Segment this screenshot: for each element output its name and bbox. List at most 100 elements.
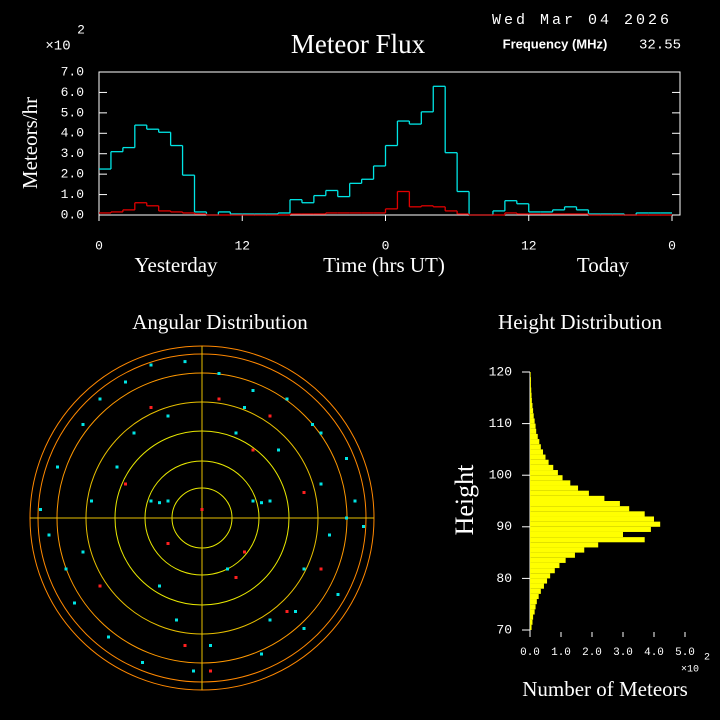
y-tick-label: 70 — [496, 622, 512, 637]
height-bar — [530, 537, 645, 543]
meteor-point — [209, 669, 212, 673]
height-bar — [530, 485, 579, 491]
height-bar — [530, 480, 571, 486]
height-bar — [530, 413, 534, 419]
x-annotation: Yesterday — [134, 253, 218, 277]
y-tick-label: 1.0 — [61, 187, 84, 202]
meteor-point — [124, 380, 127, 384]
meteor-point — [319, 567, 323, 571]
polar-rings — [29, 345, 375, 691]
x-tick-label: 4.0 — [644, 647, 664, 659]
meteor-point — [268, 618, 272, 622]
height-bar — [530, 578, 548, 584]
x-tick-label: 0.0 — [520, 647, 540, 659]
meteor-point — [175, 618, 178, 622]
meteor-point — [56, 465, 59, 469]
meteor-point — [39, 508, 42, 511]
height-bar — [530, 372, 531, 378]
height-bar — [530, 624, 532, 630]
meteor-point — [81, 550, 85, 554]
meteor-point — [251, 448, 255, 452]
meteor-point — [251, 389, 255, 392]
height-bar — [530, 387, 532, 393]
height-bar — [530, 516, 654, 522]
x-tick-label: 3.0 — [613, 647, 633, 659]
meteor-point — [319, 431, 323, 435]
height-bar — [530, 408, 534, 414]
height-bar — [530, 547, 585, 553]
height-bar — [530, 377, 531, 383]
meteor-point — [149, 363, 153, 367]
meteor-point — [217, 397, 221, 401]
x-multiplier: ×10 — [681, 665, 699, 676]
meteor-point — [251, 499, 255, 503]
x-tick-label: 1.0 — [551, 647, 571, 659]
frequency-value: 32.55 — [639, 38, 681, 54]
meteor-point — [73, 601, 76, 605]
x-tick-label: 5.0 — [675, 647, 695, 659]
x-tick-label: 0 — [95, 238, 103, 253]
meteor-point — [277, 448, 280, 452]
meteor-point — [166, 542, 170, 545]
height-bar — [530, 475, 563, 481]
meteor-point — [285, 610, 289, 613]
meteor-point — [226, 567, 229, 571]
height-bar — [530, 433, 538, 440]
height-bar — [530, 521, 661, 527]
y-tick-label: 7.0 — [61, 64, 84, 79]
height-bar — [530, 444, 541, 450]
x-tick-label: 0 — [382, 238, 390, 253]
meteor-point — [149, 499, 153, 503]
meteor-point — [115, 465, 119, 469]
meteor-point — [200, 508, 204, 511]
height-bar — [530, 490, 589, 496]
height-bar — [530, 449, 544, 455]
meteor-point — [81, 423, 85, 426]
y-axis-label: Height — [450, 464, 479, 536]
meteor-point — [345, 457, 348, 460]
meteor-point — [243, 550, 246, 554]
y-tick-label: 120 — [489, 364, 512, 379]
x-tick-label: 12 — [234, 238, 250, 253]
height-bar — [530, 588, 541, 594]
chart-title: Height Distribution — [498, 310, 662, 334]
height-bar — [530, 501, 620, 507]
meteor-point — [302, 567, 306, 571]
meteor-point — [107, 635, 110, 639]
meteor-point — [268, 499, 272, 503]
x-tick-label: 12 — [521, 238, 537, 253]
height-bar — [530, 392, 532, 398]
height-bar — [530, 568, 555, 574]
height-bar — [530, 470, 558, 476]
y-tick-label: 100 — [489, 468, 512, 483]
meteor-point — [141, 661, 144, 664]
meteor-point — [192, 669, 195, 673]
x-axis-label: Time (hrs UT) — [323, 253, 445, 277]
meteor-point — [132, 431, 136, 435]
meteor-point — [234, 576, 238, 579]
x-axis-label: Number of Meteors — [522, 677, 688, 701]
frequency-label: Frequency (MHz) — [503, 36, 608, 51]
meteor-point — [268, 414, 272, 418]
y-tick-label: 0.0 — [61, 207, 84, 222]
height-bar — [530, 397, 532, 403]
height-bar — [530, 593, 539, 600]
height-bar — [530, 573, 551, 579]
date: Wed Mar 04 2026 — [492, 12, 672, 29]
meteor-point — [311, 423, 314, 426]
chart-title: Angular Distribution — [132, 310, 308, 334]
y-axis-label: Meteors/hr — [18, 97, 42, 189]
y-tick-label: 4.0 — [61, 126, 84, 141]
height-bar — [530, 526, 651, 532]
meteor-point — [362, 525, 365, 528]
meteor-point — [294, 610, 297, 613]
height-bar — [530, 439, 540, 445]
meteor-point — [158, 501, 161, 505]
meteor-point — [353, 499, 357, 503]
height-bar — [530, 464, 554, 471]
height-bar — [530, 382, 531, 388]
height-bar — [530, 609, 535, 615]
y-tick-label: 80 — [496, 571, 512, 586]
chart-title: Meteor Flux — [291, 29, 426, 59]
